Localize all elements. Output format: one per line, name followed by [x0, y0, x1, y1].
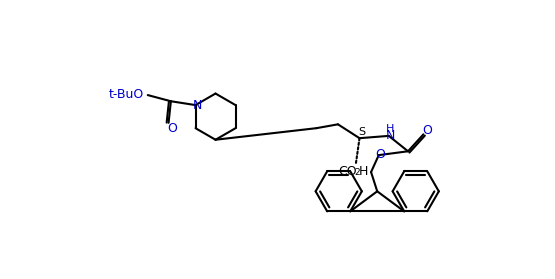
Text: H: H [386, 124, 395, 134]
Text: O: O [422, 124, 432, 137]
Text: N: N [386, 129, 395, 142]
Text: N: N [193, 99, 202, 112]
Text: H: H [359, 165, 368, 178]
Text: CO: CO [339, 165, 357, 178]
Text: t-BuO: t-BuO [109, 88, 144, 101]
Text: O: O [168, 122, 178, 136]
Text: 2: 2 [355, 168, 360, 177]
Text: O: O [375, 148, 385, 161]
Text: S: S [359, 127, 365, 137]
